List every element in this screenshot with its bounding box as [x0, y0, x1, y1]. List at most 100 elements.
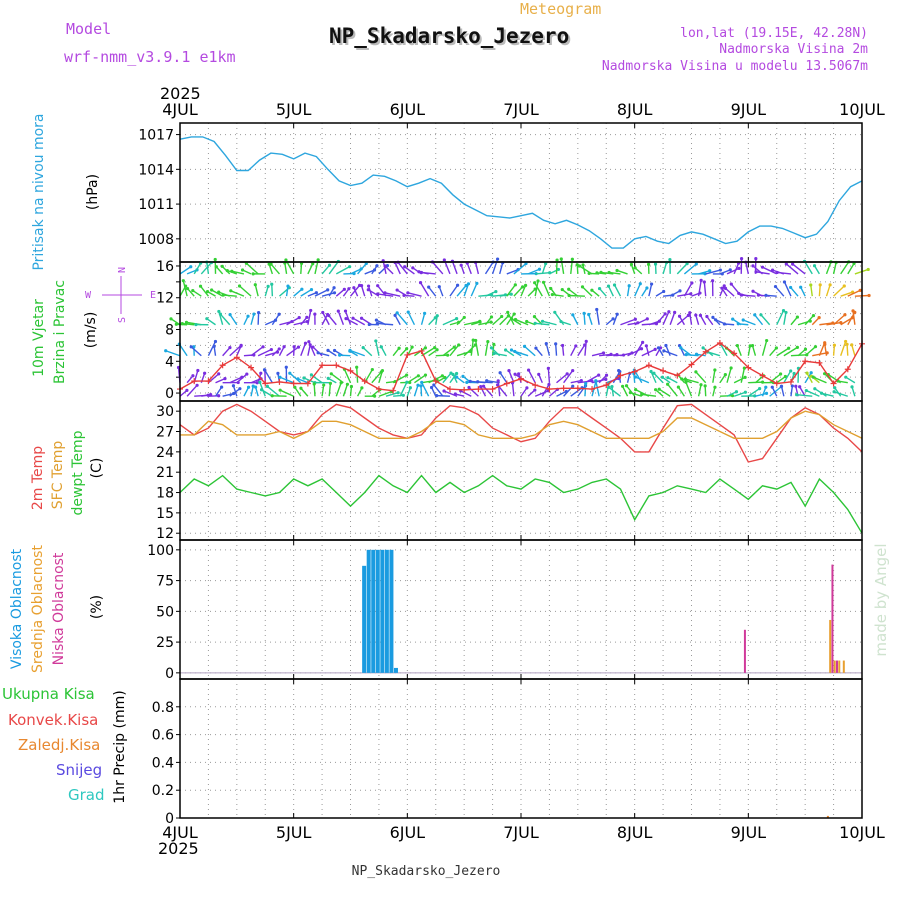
wind-arrow: [199, 285, 209, 297]
bar-clouds-2: [831, 564, 834, 673]
wind-arrow: [783, 346, 798, 357]
wind-arrow: [364, 369, 373, 384]
wind-arrow: [420, 385, 423, 397]
wind-arrow-head: [867, 293, 871, 298]
wind-arrow-head: [547, 382, 551, 387]
wind-arrow: [570, 387, 583, 397]
wind-arrow: [285, 286, 289, 297]
y-tick-label: 1008: [138, 232, 174, 248]
wind-speed-point: [461, 386, 468, 393]
bar-clouds-0: [393, 667, 398, 673]
wind-arrow: [726, 267, 740, 275]
wind-arrow: [833, 314, 846, 326]
wind-arrow: [327, 349, 337, 357]
wind-arrow: [245, 262, 259, 275]
wind-arrow-head: [485, 379, 489, 383]
wind-arrow-head: [751, 264, 755, 268]
wind-arrow-head: [653, 347, 657, 351]
wind-speed-point: [418, 347, 425, 354]
wind-arrow-head: [296, 377, 300, 381]
wind-arrow: [840, 261, 850, 275]
wind-arrow-head: [321, 310, 325, 315]
wind-arrow-head: [309, 287, 314, 292]
wind-arrow: [514, 350, 529, 357]
wind-arrow-head: [395, 311, 399, 315]
wind-arrow-head: [533, 281, 537, 285]
wind-arrow-head: [278, 388, 282, 392]
wind-arrow: [541, 384, 550, 397]
wind-arrow-head: [633, 375, 638, 379]
wind-arrow: [420, 313, 426, 325]
wind-arrow-head: [832, 343, 837, 347]
wind-arrow-head: [698, 313, 703, 317]
wind-arrow-head: [662, 289, 666, 294]
wind-arrow: [755, 392, 767, 397]
wind-arrow: [569, 294, 585, 297]
wind-arrow-head: [504, 348, 508, 352]
wind-arrow-head: [685, 262, 689, 266]
wind-arrow-head: [440, 374, 444, 378]
wind-arrow-head: [191, 374, 195, 378]
wind-arrow-head: [284, 258, 288, 262]
wind-arrow-head: [580, 285, 585, 289]
wind-arrow-head: [311, 345, 315, 349]
y-tick-label: 18: [156, 486, 174, 502]
wind-speed-point: [475, 386, 482, 393]
wind-arrow: [211, 289, 223, 297]
wind-arrow-head: [668, 258, 672, 262]
wind-arrow-head: [751, 289, 755, 293]
wind-arrow-head: [818, 283, 822, 287]
wind-arrow: [607, 285, 614, 297]
wind-arrow-head: [342, 287, 346, 291]
wind-arrow: [493, 352, 507, 357]
wind-arrow: [449, 344, 460, 357]
wind-arrow-head: [627, 284, 631, 288]
wind-arrow-head: [462, 315, 466, 320]
wind-arrow: [776, 375, 786, 384]
wind-arrow-head: [401, 393, 405, 397]
wind-arrow: [264, 319, 276, 326]
wind-speed-point: [660, 367, 667, 374]
wind-arrow: [613, 284, 622, 297]
wind-arrow-head: [649, 369, 653, 374]
wind-arrow-head: [411, 266, 415, 270]
wind-arrow-head: [405, 347, 409, 351]
wind-arrow: [591, 352, 604, 357]
wind-arrow: [322, 312, 330, 326]
wind-arrow: [289, 372, 302, 384]
wind-speed-point: [802, 358, 809, 365]
wind-arrow-head: [383, 264, 387, 268]
wind-arrow-head: [376, 284, 380, 288]
panel-pressure: 1008 1011 1014 1017: [138, 122, 863, 263]
wind-arrow-head: [803, 347, 808, 351]
y-tick-label: 24: [156, 445, 174, 461]
wind-arrow-head: [419, 384, 423, 388]
wind-arrow-head: [656, 346, 661, 350]
panel-clouds: 0 25 50 75 100: [147, 539, 863, 682]
wind-arrow: [733, 391, 746, 397]
wind-speed-point: [688, 361, 695, 368]
wind-arrow: [480, 386, 487, 397]
wind-arrow-head: [644, 344, 648, 348]
wind-arrow-head: [509, 292, 513, 296]
wind-arrow: [685, 381, 693, 397]
wind-arrow: [499, 372, 508, 384]
wind-speed-point: [787, 378, 794, 385]
wind-arrow-head: [169, 317, 173, 321]
wind-speed-point: [219, 362, 226, 369]
wind-arrow-head: [654, 388, 658, 392]
wind-arrow: [741, 294, 756, 297]
wind-arrow: [428, 317, 436, 326]
wind-arrow-head: [617, 369, 621, 373]
wind-arrow-head: [432, 383, 436, 387]
wind-arrow: [595, 380, 600, 397]
wind-arrow-head: [653, 262, 658, 266]
wind-arrow: [186, 384, 198, 397]
wind-arrow-head: [842, 284, 846, 288]
wind-arrow: [352, 317, 366, 326]
wind-arrow-head: [694, 262, 698, 266]
wind-arrow-head: [718, 268, 722, 272]
wind-arrow: [335, 288, 345, 297]
wind-arrow-head: [338, 353, 342, 357]
wind-arrow-head: [383, 291, 387, 295]
